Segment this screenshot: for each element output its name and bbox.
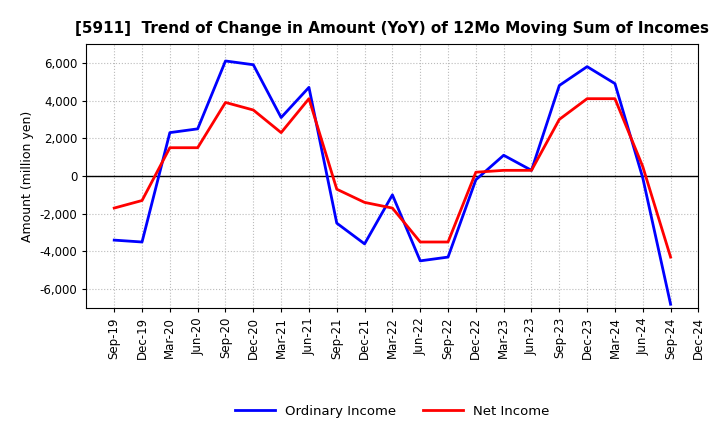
Ordinary Income [472,177,480,183]
Net Income [249,107,258,113]
Ordinary Income [138,239,146,245]
Ordinary Income [221,59,230,64]
Net Income [500,168,508,173]
Net Income [221,100,230,105]
Ordinary Income [110,238,119,243]
Ordinary Income [166,130,174,135]
Ordinary Income [388,192,397,198]
Net Income [666,254,675,260]
Ordinary Income [360,241,369,246]
Title: [5911]  Trend of Change in Amount (YoY) of 12Mo Moving Sum of Incomes: [5911] Trend of Change in Amount (YoY) o… [76,21,709,36]
Net Income [110,205,119,211]
Ordinary Income [333,220,341,226]
Ordinary Income [500,153,508,158]
Net Income [555,117,564,122]
Net Income [527,168,536,173]
Ordinary Income [666,301,675,307]
Ordinary Income [527,168,536,173]
Y-axis label: Amount (million yen): Amount (million yen) [21,110,34,242]
Ordinary Income [194,126,202,132]
Net Income [582,96,591,101]
Net Income [444,239,452,245]
Net Income [639,164,647,169]
Net Income [194,145,202,150]
Ordinary Income [305,85,313,90]
Line: Net Income: Net Income [114,99,670,257]
Net Income [388,205,397,211]
Net Income [305,96,313,101]
Ordinary Income [249,62,258,67]
Ordinary Income [582,64,591,69]
Ordinary Income [639,175,647,180]
Ordinary Income [276,115,285,120]
Net Income [472,169,480,175]
Ordinary Income [611,81,619,86]
Net Income [166,145,174,150]
Net Income [416,239,425,245]
Net Income [360,200,369,205]
Ordinary Income [416,258,425,264]
Ordinary Income [555,83,564,88]
Ordinary Income [444,254,452,260]
Line: Ordinary Income: Ordinary Income [114,61,670,304]
Net Income [276,130,285,135]
Net Income [333,187,341,192]
Net Income [611,96,619,101]
Net Income [138,198,146,203]
Legend: Ordinary Income, Net Income: Ordinary Income, Net Income [230,399,555,423]
